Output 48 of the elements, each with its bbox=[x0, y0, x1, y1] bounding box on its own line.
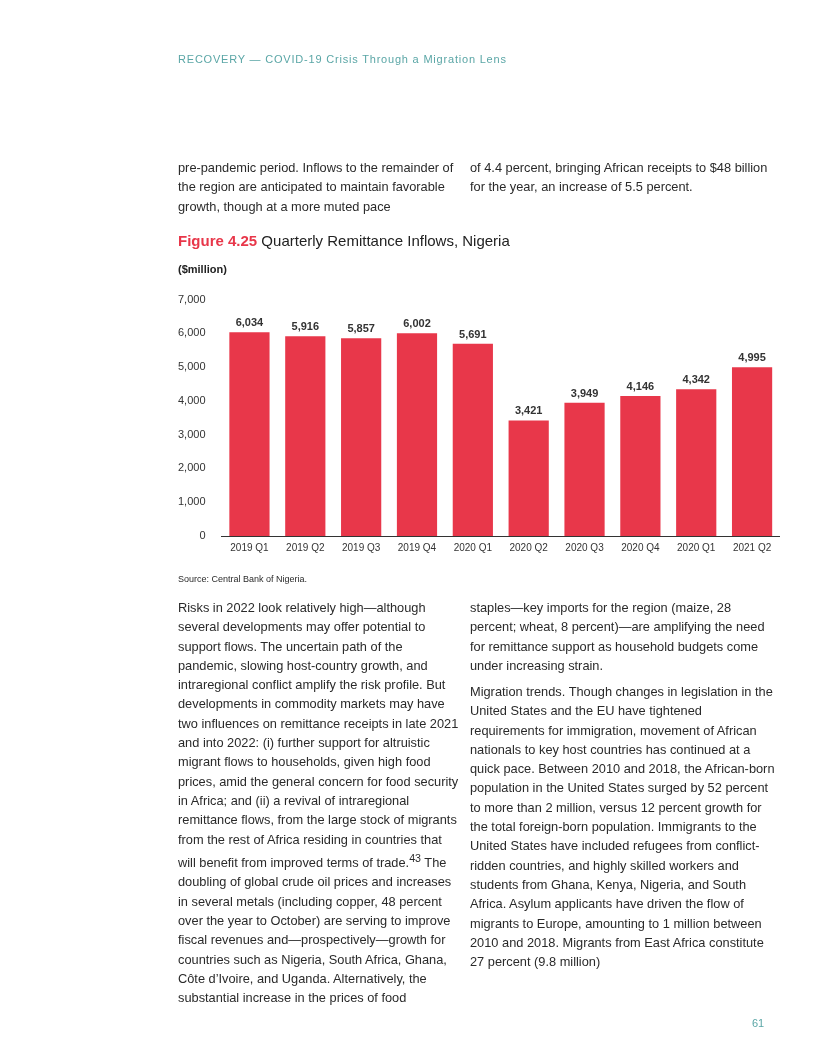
x-tick-label: 2019 Q3 bbox=[341, 541, 381, 553]
data-label: 4,342 bbox=[682, 373, 710, 386]
x-tick-label: 2020 Q3 bbox=[565, 541, 605, 553]
bar bbox=[676, 389, 717, 536]
x-tick-label: 2020 Q4 bbox=[621, 541, 660, 553]
y-tick-label: 7,000 bbox=[178, 292, 206, 305]
bar bbox=[396, 333, 438, 536]
y-axis-title: ($million) bbox=[178, 263, 227, 275]
text: Risks in 2022 look relatively high—although several developments may offer potential to support flows. The uncertain path of the pandemic, slowing host-country growth, and intraregional conflict amplify the risk profile. But developments in commodity markets may have two influences on remittance receipts in late 2021 and into 2022: (i) further support for altruistic migrant flows to households, given high food prices, amid the general concern for food security in Africa; and (ii) a revival of intraregional remittance flows, from the large stock of migrants from the rest of Africa residing in countries that will benefit from improved terms of trade.$^{43}$ The doubling of global crude oil prices and increases in several metals (including copper, 48 percent over the year to October) are serving to improve fiscal revenues and—prospectively—growth for countries such as Nigeria, South Africa, Ghana, Côte d’Ivoire, and Uganda. Alternatively, the substantial increase in the prices of food bbox=[178, 600, 459, 1006]
data-label: 5,916 bbox=[291, 320, 320, 333]
bar bbox=[508, 420, 549, 536]
data-label: 3,421 bbox=[514, 404, 543, 417]
text: staples—key imports for the region (maize, 28 percent; wheat, 8 percent)—are amplifying the need for remittance support as household budgets come under increasing strain. bbox=[470, 599, 766, 675]
x-tick-label: 2019 Q4 bbox=[397, 541, 437, 553]
data-label: 4,146 bbox=[626, 379, 655, 392]
y-tick-label: 0 bbox=[199, 529, 206, 542]
source-note: Source: Central Bank of Nigeria. bbox=[178, 573, 308, 586]
y-tick-label: 4,000 bbox=[178, 393, 206, 406]
x-tick-label: 2021 Q2 bbox=[732, 541, 772, 553]
data-label: 5,691 bbox=[459, 327, 487, 340]
y-tick-label: 2,000 bbox=[178, 461, 206, 474]
data-label: 4,995 bbox=[738, 351, 766, 364]
text: RECOVERY — COVID-19 Crisis Through a Migration Lens bbox=[178, 52, 507, 67]
y-tick-label: 1,000 bbox=[178, 495, 206, 508]
bar bbox=[452, 343, 493, 536]
text: pre-pandemic period. Inflows to the remainder of the region are anticipated to maintain favorable growth, though at a more muted pace bbox=[178, 159, 455, 216]
bar bbox=[285, 336, 326, 536]
x-tick-label: 2020 Q1 bbox=[677, 541, 716, 553]
data-label: 6,034 bbox=[235, 316, 265, 329]
chart-title: Figure 4.25 Quarterly Remittance Inflows, Nigeria bbox=[178, 232, 510, 249]
x-tick-label: 2019 Q2 bbox=[286, 541, 325, 553]
text: 61 bbox=[752, 1016, 765, 1031]
data-label: 3,949 bbox=[570, 386, 599, 399]
data-label: 6,002 bbox=[403, 317, 431, 330]
y-tick-label: 3,000 bbox=[178, 427, 206, 440]
bar bbox=[620, 395, 661, 536]
bar bbox=[564, 402, 605, 536]
y-tick-label: 5,000 bbox=[178, 360, 206, 373]
x-tick-label: 2020 Q1 bbox=[453, 541, 493, 553]
bar bbox=[731, 367, 773, 536]
bar bbox=[341, 338, 382, 536]
x-tick-label: 2020 Q2 bbox=[509, 541, 549, 553]
x-tick-label: 2019 Q1 bbox=[230, 541, 270, 553]
y-tick-label: 6,000 bbox=[178, 326, 206, 339]
text: Migration trends. Though changes in legislation in the United States and the EU have tightened requirements for immigration, movement of African nationals to key host countries has continued at a quick pace. Between 2010 and 2018, the African-born population in the United States surged by 52 percent to more than 2 million, versus 12 percent growth for the total foreign-born population. Immigrants to the United States have included refugees from conflict-ridden countries, and highly skilled workers and students from Ghana, Kenya, Nigeria, and South Africa. Asylum applicants have driven the flow of migrants to Europe, amounting to 1 million between 2010 and 2018. Migrants from East Africa constitute 27 percent (9.8 million) bbox=[470, 684, 775, 970]
data-label: 5,857 bbox=[347, 322, 375, 335]
bar bbox=[229, 332, 270, 536]
text: of 4.4 percent, bringing African receipts to $48 billion for the year, an increase of 5.5 percent. bbox=[470, 159, 769, 197]
